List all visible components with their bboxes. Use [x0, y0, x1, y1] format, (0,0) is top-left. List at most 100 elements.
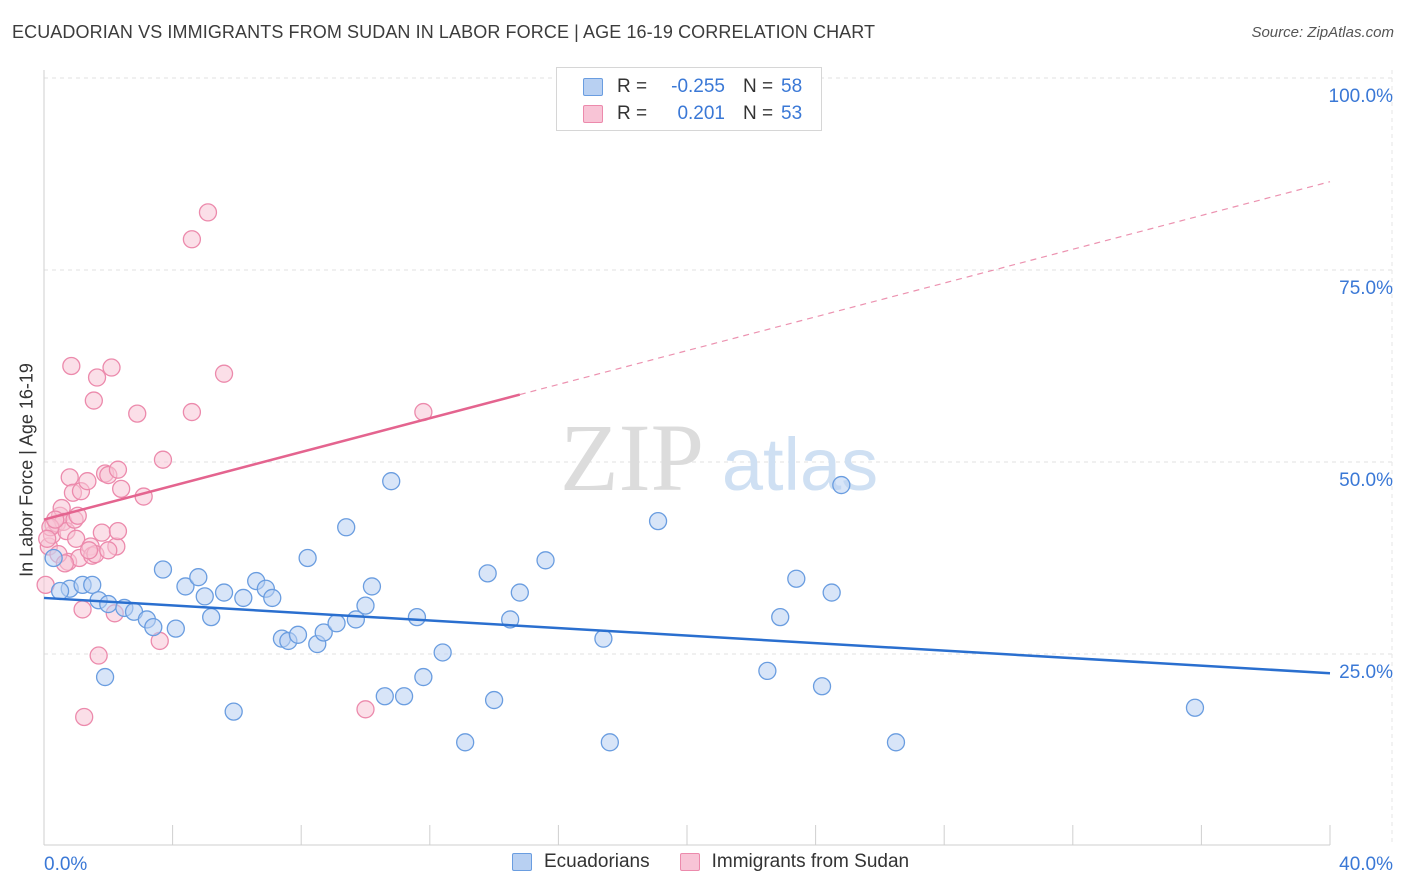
legend-n-label: N =: [743, 103, 774, 124]
x-tick-label-start: 0.0%: [44, 854, 87, 875]
data-point: [112, 479, 131, 499]
legend-label-sudan: Immigrants from Sudan: [711, 851, 910, 872]
data-point: [78, 472, 97, 491]
legend-r-value: -0.255: [671, 76, 725, 97]
data-point: [510, 583, 529, 602]
data-point: [99, 594, 118, 614]
data-point: [886, 733, 906, 752]
data-point: [44, 548, 63, 568]
y-tick-label: 100.0%: [1329, 86, 1394, 107]
data-point: [433, 643, 452, 662]
data-point: [144, 617, 163, 637]
data-point: [288, 625, 308, 644]
legend-r-value: 0.201: [677, 103, 725, 124]
data-point: [153, 560, 173, 579]
data-point: [38, 529, 57, 548]
gridlines: [44, 77, 1392, 655]
data-point: [362, 577, 382, 596]
data-point: [50, 581, 70, 601]
data-point: [478, 564, 497, 583]
data-point: [484, 690, 504, 710]
watermark: ZIP atlas: [560, 404, 878, 511]
chart-title: ECUADORIAN VS IMMIGRANTS FROM SUDAN IN L…: [12, 22, 876, 42]
source-label: Source: ZipAtlas.com: [1251, 24, 1394, 41]
data-point: [189, 568, 208, 587]
data-point: [298, 548, 317, 568]
legend-swatch-blue: [583, 78, 603, 96]
legend-item-sudan[interactable]: Immigrants from Sudan: [679, 851, 910, 873]
data-point: [67, 529, 86, 548]
data-point: [62, 356, 81, 376]
data-point: [202, 607, 221, 627]
data-point: [337, 518, 356, 537]
data-point: [195, 587, 214, 606]
series-sudan-points: [36, 203, 433, 727]
trend-lines: [43, 181, 1331, 675]
data-point: [182, 402, 202, 422]
data-point: [73, 600, 92, 619]
data-point: [787, 569, 806, 588]
data-point: [176, 577, 195, 596]
data-point: [456, 733, 475, 752]
legend-swatch-blue: [512, 853, 532, 871]
data-point: [536, 551, 555, 570]
series-ecuadorian-points: [44, 472, 1205, 752]
data-point: [60, 468, 79, 487]
legend-row-ecuadorians: R = -0.255 N = 58: [583, 75, 802, 99]
series-legend: Ecuadorians Immigrants from Sudan: [512, 851, 939, 873]
data-point: [153, 450, 173, 469]
data-point: [832, 475, 851, 495]
data-point: [394, 687, 414, 706]
legend-swatch-pink: [583, 105, 603, 123]
data-point: [128, 404, 147, 423]
stats-legend: R = -0.255 N = 58 R = 0.201 N = 53: [556, 67, 822, 131]
data-point: [356, 700, 375, 719]
data-point: [407, 607, 427, 627]
data-point: [414, 667, 433, 687]
data-point: [46, 510, 65, 529]
watermark-atlas: atlas: [722, 423, 878, 506]
legend-label-ecuadorians: Ecuadorians: [544, 851, 650, 872]
data-point: [594, 629, 613, 648]
data-point: [79, 541, 99, 560]
data-point: [214, 583, 234, 602]
data-point: [214, 364, 234, 383]
data-point: [822, 583, 841, 602]
trend-line-sudan-extrapolated: [519, 181, 1331, 396]
data-point: [83, 575, 102, 595]
data-point: [108, 460, 128, 479]
data-point: [95, 667, 115, 687]
data-point: [263, 588, 282, 608]
data-point: [92, 523, 112, 542]
trend-line-ecuadorians: [43, 596, 1331, 675]
x-tick-label-end: 40.0%: [1339, 854, 1393, 875]
data-point: [108, 521, 128, 541]
data-point: [224, 702, 243, 721]
legend-n-value: 58: [781, 76, 803, 97]
data-point: [600, 733, 619, 752]
data-point: [812, 677, 832, 696]
data-point: [382, 472, 401, 491]
data-point: [87, 368, 107, 387]
data-point: [356, 596, 375, 615]
data-point: [648, 511, 668, 531]
watermark-zip: ZIP: [560, 404, 704, 511]
legend-swatch-pink: [679, 853, 700, 871]
legend-r-label: R =: [617, 103, 648, 124]
data-point: [182, 230, 202, 249]
legend-n-value: 53: [781, 103, 803, 124]
data-point: [75, 707, 94, 727]
y-tick-label: 75.0%: [1339, 278, 1393, 299]
trend-line-sudan: [43, 393, 521, 521]
data-point: [1185, 698, 1205, 717]
legend-item-ecuadorians[interactable]: Ecuadorians: [512, 851, 650, 873]
data-point: [501, 610, 520, 629]
data-point: [198, 203, 218, 222]
data-point: [327, 614, 346, 633]
legend-row-sudan: R = 0.201 N = 53: [583, 102, 802, 126]
tick-labels: 25.0% 50.0% 75.0% 100.0% 0.0% 40.0%: [44, 86, 1393, 875]
data-point: [99, 541, 118, 560]
axes: [43, 70, 1393, 846]
legend-n-label: N =: [743, 76, 774, 97]
